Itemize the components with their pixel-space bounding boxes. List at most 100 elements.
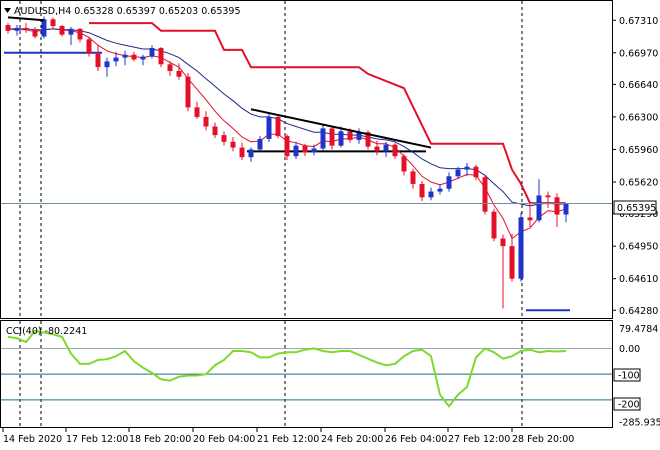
time-tick-label: 28 Feb 20:00: [512, 434, 574, 445]
price-tick-label: 0.64950: [619, 242, 658, 253]
bearish-candle: [401, 156, 407, 172]
bullish-candle: [320, 128, 326, 149]
cci-level-200-label: -200: [618, 400, 640, 411]
bearish-candle: [5, 25, 11, 31]
bearish-candle: [419, 183, 425, 198]
chart-title: AUDUSD,H4 0.65328 0.65397 0.65203 0.6539…: [14, 6, 241, 17]
bearish-candle: [374, 146, 380, 152]
bullish-candle: [446, 176, 452, 189]
time-tick-label: 27 Feb 12:00: [448, 434, 510, 445]
bearish-candle: [491, 211, 497, 239]
cci-level-100-box: [613, 368, 641, 382]
cci-axis-label: 0.00: [619, 344, 640, 355]
bullish-candle: [266, 116, 272, 139]
cci-axis-label: -285.9359: [619, 418, 660, 429]
bullish-candle: [437, 188, 443, 192]
bullish-candle: [257, 138, 263, 150]
bearish-candle: [131, 54, 137, 60]
price-tick-label: 0.64610: [619, 274, 658, 285]
current-price-label: 0.65395: [617, 203, 656, 214]
price-tick-label: 0.66300: [619, 112, 658, 123]
bearish-candle: [194, 107, 200, 117]
bullish-candle: [338, 131, 344, 146]
bullish-candle: [311, 148, 317, 153]
time-tick-label: 14 Feb 2020: [3, 434, 62, 445]
bullish-candle: [104, 61, 110, 68]
trend-line: [250, 108, 432, 149]
bearish-candle: [23, 27, 29, 30]
bearish-candle: [365, 132, 371, 147]
slow-moving-average: [8, 28, 566, 207]
cci-axis-label: 79.4784: [619, 324, 658, 335]
bearish-candle: [176, 70, 182, 77]
cci-line: [7, 329, 567, 408]
bearish-candle: [329, 128, 335, 146]
bearish-candle: [275, 116, 281, 137]
stop-line-indicator: [89, 22, 566, 205]
bullish-candle: [293, 145, 299, 157]
price-axis: 0.67310 0.66970 0.66640 0.66300 0.65960 0.656…: [1, 16, 658, 317]
current-price-box: [613, 200, 657, 215]
bearish-candle: [473, 166, 479, 178]
time-tick-label: 20 Feb 04:00: [193, 434, 255, 445]
bullish-candle: [464, 166, 470, 170]
bearish-candle: [221, 135, 227, 142]
time-tick-label: 17 Feb 12:00: [66, 434, 128, 445]
bullish-candle: [248, 149, 254, 158]
bearish-candle: [50, 19, 56, 27]
bearish-candle: [500, 238, 506, 247]
chart-menu-triangle-icon[interactable]: [4, 8, 11, 13]
cci-indicator: 79.4784 0.00 -285.9359: [1, 324, 660, 429]
time-tick-label: 26 Feb 04:00: [385, 434, 447, 445]
cci-title: CCI(40) -80.2241: [6, 326, 87, 337]
bearish-candle: [239, 147, 245, 158]
bullish-candle: [536, 195, 542, 221]
bearish-candle: [59, 26, 65, 35]
bearish-candle: [212, 126, 218, 136]
cci-level-100-label: -100: [618, 371, 640, 382]
bearish-candle: [302, 145, 308, 153]
bullish-candle: [68, 28, 74, 35]
price-tick-label: 0.66970: [619, 48, 658, 59]
bullish-candle: [41, 19, 47, 37]
price-tick-label: 0.65290: [619, 209, 658, 220]
price-tick-label: 0.67310: [619, 16, 658, 27]
bullish-candle: [113, 57, 119, 62]
bearish-candle: [95, 53, 101, 68]
bullish-candle: [563, 203, 569, 215]
price-tick-label: 0.66640: [619, 80, 658, 91]
bearish-candle: [185, 76, 191, 108]
bearish-candle: [158, 48, 164, 65]
price-tick-label: 0.65960: [619, 145, 658, 156]
time-tick-label: 18 Feb 20:00: [129, 434, 191, 445]
bearish-candle: [230, 141, 236, 148]
bearish-candle: [284, 136, 290, 157]
bearish-candle: [527, 217, 533, 221]
bullish-candle: [149, 48, 155, 57]
bullish-candle: [518, 217, 524, 279]
stop-line: [89, 22, 566, 205]
trend-line: [7, 16, 45, 22]
bullish-candle: [122, 54, 128, 58]
bearish-candle: [347, 131, 353, 140]
bearish-candle: [86, 39, 92, 54]
time-tick-label: 24 Feb 20:00: [321, 434, 383, 445]
bearish-candle: [545, 195, 551, 198]
bearish-candle: [32, 29, 38, 37]
bearish-candle: [482, 177, 488, 212]
bearish-candle: [167, 64, 173, 71]
bullish-candle: [140, 56, 146, 60]
cci-level-200-box: [613, 397, 641, 411]
time-axis: 14 Feb 2020 17 Feb 12:00 18 Feb 20:00 20 Fe…: [2, 428, 574, 445]
price-tick-label: 0.65620: [619, 178, 658, 189]
bearish-candle: [203, 116, 209, 127]
bullish-candle: [455, 169, 461, 177]
bullish-candle: [428, 191, 434, 198]
bullish-candle: [383, 144, 389, 152]
bearish-candle: [554, 197, 560, 215]
trend-lines: [7, 16, 432, 149]
bearish-candle: [410, 171, 416, 184]
bearish-candle: [392, 144, 398, 157]
bearish-candle: [509, 246, 515, 279]
